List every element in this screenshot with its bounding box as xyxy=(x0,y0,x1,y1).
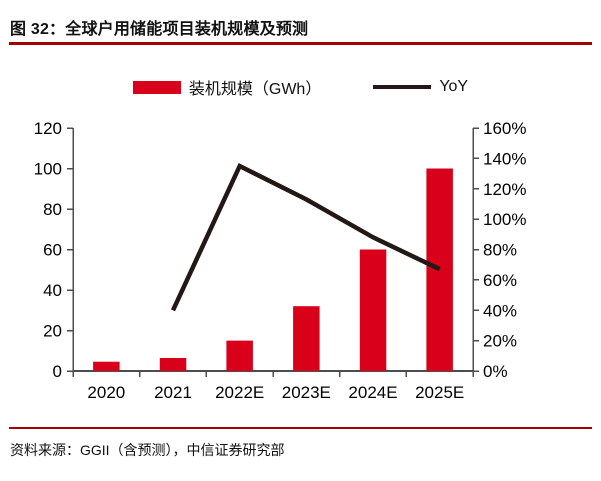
left-axis-tick-label: 0 xyxy=(53,362,62,381)
source-attribution: 资料来源：GGII（含预测），中信证券研究部 xyxy=(10,442,285,458)
x-axis-label: 2023E xyxy=(282,383,331,402)
bar-2024E xyxy=(359,249,387,371)
yoy-line xyxy=(170,162,441,312)
legend-item-yoy: YoY xyxy=(373,78,468,96)
footer-rule xyxy=(9,426,592,429)
right-axis-tick-label: 160% xyxy=(483,119,526,138)
bar-series-swatch xyxy=(132,80,181,94)
bar-2021 xyxy=(159,358,187,371)
x-axis-label: 2022E xyxy=(215,383,264,402)
bar-2023E xyxy=(293,306,320,371)
legend-label-yoy: YoY xyxy=(439,78,469,95)
right-axis-tick-label: 20% xyxy=(483,332,517,351)
left-axis-tick-label: 60 xyxy=(43,241,62,260)
legend-label-installed-capacity: 装机规模（GWh） xyxy=(188,81,322,98)
right-axis-tick-label: 80% xyxy=(483,241,517,260)
right-axis-tick-label: 120% xyxy=(483,180,526,199)
right-axis-tick-label: 140% xyxy=(483,149,526,168)
line-series-swatch xyxy=(373,84,432,90)
right-axis-tick-label: 40% xyxy=(483,301,517,320)
bar-2022E xyxy=(226,340,253,371)
left-axis-tick-label: 100 xyxy=(34,160,62,179)
right-axis-tick-label: 100% xyxy=(483,210,526,229)
left-axis-tick-label: 40 xyxy=(43,281,62,300)
title-underline-rule xyxy=(9,42,592,45)
left-axis-tick-label: 20 xyxy=(43,322,62,341)
x-axis-label: 2024E xyxy=(348,383,397,402)
x-axis-label: 2020 xyxy=(87,383,125,402)
x-axis-label: 2025E xyxy=(415,383,464,402)
figure-title: 图 32：全球户用储能项目装机规模及预测 xyxy=(10,21,309,38)
bar-2020 xyxy=(93,361,120,371)
right-axis-tick-label: 0% xyxy=(483,362,508,381)
x-axis-label: 2021 xyxy=(154,383,192,402)
bar-2025E xyxy=(426,168,453,371)
chart-legend: 装机规模（GWh） YoY xyxy=(0,75,601,99)
right-axis-tick-label: 60% xyxy=(483,271,517,290)
left-axis-tick-label: 80 xyxy=(43,200,62,219)
legend-item-installed-capacity: 装机规模（GWh） xyxy=(132,75,322,99)
left-axis-tick-label: 120 xyxy=(34,119,62,138)
